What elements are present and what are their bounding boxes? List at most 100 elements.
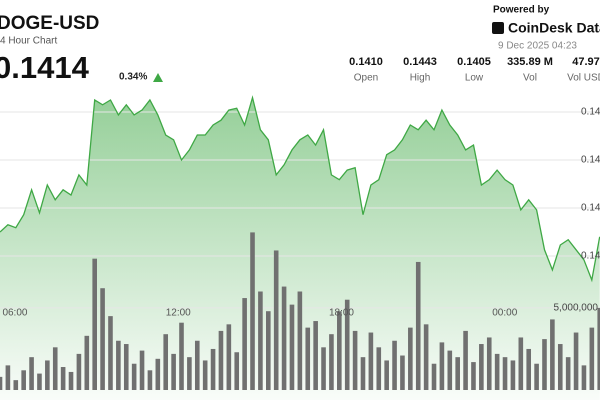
volume-bar [45, 360, 50, 390]
area-layer [0, 97, 600, 400]
stat-value: 47.97 [572, 56, 600, 68]
volume-bar [171, 353, 176, 390]
volume-bar [305, 327, 311, 390]
y-tick-label: 5,000,000 [554, 303, 599, 314]
volume-bar [463, 330, 468, 390]
volume-bar [423, 324, 429, 390]
volume-bar [557, 344, 563, 390]
volume-bar [68, 371, 74, 390]
stat-label: Vol USD [567, 73, 600, 84]
volume-bar [273, 250, 279, 390]
stat-label: Open [354, 73, 378, 84]
x-tick-label: 00:00 [492, 308, 517, 319]
volume-bar [360, 357, 366, 390]
brand-logo [492, 22, 504, 34]
volume-bar [518, 337, 524, 390]
volume-bar [0, 376, 3, 390]
stat-label: Vol [523, 73, 537, 84]
powered-by: Powered by [493, 5, 550, 16]
volume-bar [202, 360, 208, 390]
brand: CoinDesk Data [508, 20, 600, 36]
volume-bar [494, 353, 500, 390]
volume-bar [431, 363, 437, 390]
stat-label: Low [465, 73, 484, 84]
volume-bar [376, 347, 382, 390]
volume-bar [116, 340, 121, 390]
volume-bar [589, 327, 595, 390]
stat-value: 0.1405 [457, 56, 491, 68]
volume-bar [29, 357, 34, 390]
volume-bar [179, 322, 184, 390]
volume-bar [108, 316, 113, 390]
volume-bar [502, 357, 508, 390]
volume-bar [455, 357, 460, 390]
volume-bar [573, 332, 579, 390]
volume-bar [5, 365, 11, 390]
volume-bar [52, 347, 58, 390]
timestamp: 9 Dec 2025 04:23 [498, 41, 577, 52]
volume-bar [218, 330, 224, 390]
volume-bar [242, 298, 247, 390]
volume-bar [581, 365, 587, 390]
y-tick-label: 0.14 [581, 251, 600, 262]
volume-bar [486, 337, 492, 390]
volume-bar [313, 321, 318, 390]
volume-bar [92, 258, 97, 390]
volume-bar [534, 363, 539, 390]
volume-bar [289, 304, 295, 390]
y-tick-label: 0.14 [581, 107, 600, 118]
volume-bar [250, 232, 255, 390]
volume-bar [131, 363, 137, 390]
volume-bar [542, 339, 547, 390]
stat-value: 0.1410 [349, 56, 383, 68]
price-area [0, 97, 600, 400]
volume-bar [392, 340, 397, 390]
stat-value: 0.1443 [403, 56, 437, 68]
volume-bar [471, 362, 476, 390]
up-arrow [153, 73, 163, 82]
price-line [0, 95, 600, 283]
change: 0.34% [119, 72, 147, 83]
volume-bar [400, 355, 405, 390]
volume-bar [368, 332, 374, 390]
volume-bar [123, 344, 129, 390]
volume-bar [597, 307, 600, 390]
title: DOGE-USD [0, 13, 99, 34]
volume-bar [194, 340, 200, 390]
volume-bar [550, 319, 555, 390]
volume-bar [526, 348, 532, 390]
volume-bar [155, 358, 161, 390]
subtitle: 4 Hour Chart [0, 36, 57, 47]
volume-bar [447, 350, 453, 390]
volume-bar [415, 261, 421, 390]
volume-bar [281, 286, 287, 390]
volume-bar [234, 352, 240, 390]
volume-bar [139, 350, 145, 390]
x-tick-label: 12:00 [166, 308, 191, 319]
volume-bar [337, 311, 342, 390]
volume-bar [226, 324, 232, 390]
volume-bar [384, 360, 389, 390]
volume-bar [258, 291, 263, 390]
volume-bar [439, 342, 445, 390]
stat-label: High [410, 73, 431, 84]
volume-bar [13, 380, 19, 390]
x-tick-label: 18:00 [329, 308, 354, 319]
volume-bar [565, 357, 571, 390]
price: 0.1414 [0, 50, 90, 85]
x-tick-label: 06:00 [2, 308, 27, 319]
stat-value: 335.89 M [507, 56, 553, 68]
volume-bar [329, 334, 334, 390]
line-layer [0, 95, 600, 283]
bar-layer [0, 232, 600, 390]
volume-bar [37, 373, 42, 390]
volume-bar [147, 370, 153, 390]
volume-bar [21, 370, 26, 390]
volume-bar [352, 330, 358, 390]
label-layer: 0.14 0.14 0.14 0.14 06:00 12:00 18:00 00:00 5,00… [2, 107, 600, 319]
volume-bar [76, 353, 82, 390]
volume-bar [297, 291, 303, 390]
volume-bar [100, 288, 105, 390]
volume-bar [344, 299, 350, 390]
